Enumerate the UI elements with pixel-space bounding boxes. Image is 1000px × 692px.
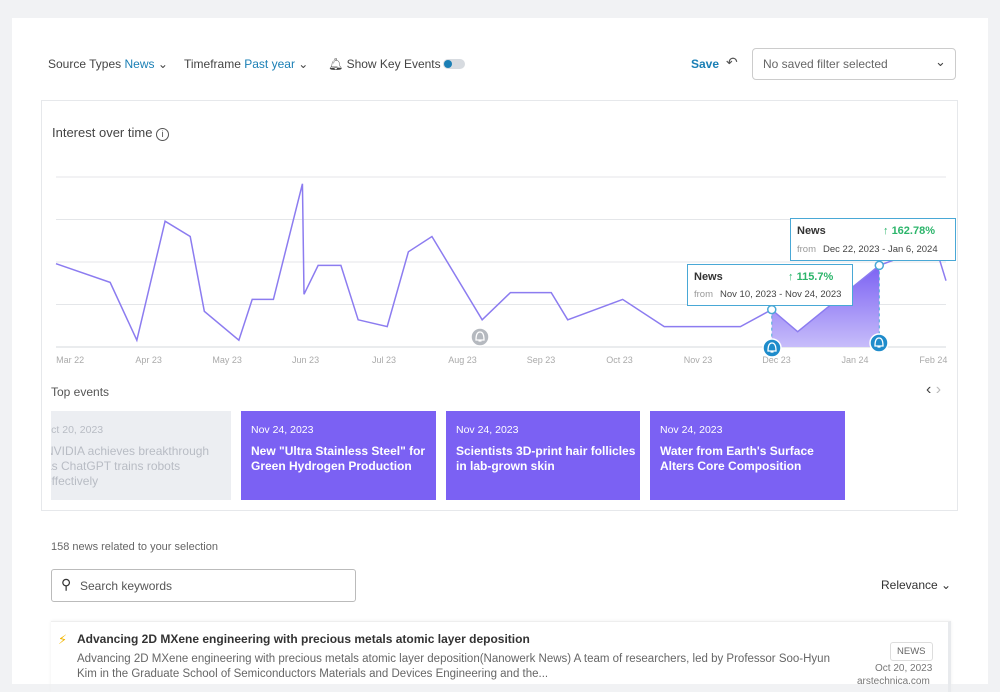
tooltip-series: News [797, 225, 826, 237]
toggle[interactable] [443, 59, 465, 69]
lightning-icon: ⚡︎ [58, 632, 68, 647]
bell-icon [475, 331, 485, 342]
x-tick-label: Dec 23 [762, 355, 791, 365]
event-date: Oct 20, 2023 [51, 424, 104, 436]
result-snippet: Advancing 2D MXene engineering with prec… [77, 653, 830, 680]
label: Show Key Events [346, 57, 441, 71]
tooltip: News ↑ 162.78% from Dec 22, 2023 - Jan 6… [790, 218, 956, 261]
placeholder: Search keywords [80, 579, 173, 593]
point [874, 260, 885, 271]
tooltip-change: ↑ 115.7% [788, 271, 834, 283]
sort-text: Relevance [881, 578, 938, 592]
x-tick-label: Jul 23 [372, 355, 396, 365]
search-box[interactable]: ⚲ Search keywords [51, 569, 356, 602]
range: Dec 22, 2023 - Jan 6, 2024 [823, 244, 938, 255]
x-tick-label: Apr 23 [135, 355, 162, 365]
result-source: arstechnica.com [857, 676, 930, 687]
title-text: Interest over time [52, 125, 153, 140]
tooltip-change: ↑ 162.78% [883, 225, 935, 237]
event-title: NVIDIA achieves breakthrough as ChatGPT … [51, 444, 210, 488]
section-title: Top events [51, 385, 110, 399]
sort-select[interactable]: Relevance ⌄ [881, 578, 952, 592]
undo-icon[interactable]: ↶ [726, 54, 738, 70]
tooltip-series: News [694, 271, 723, 283]
point [767, 304, 777, 315]
x-tick-label: Mar 22 [56, 355, 84, 365]
label: Source Types [48, 57, 122, 71]
x-tick-label: May 23 [212, 355, 242, 365]
result-item[interactable]: ⚡︎ Advancing 2D MXene engineering with p… [51, 621, 951, 692]
from: from [694, 289, 713, 300]
result-count: 158 news related to your selection [51, 541, 218, 553]
range: Nov 10, 2023 - Nov 24, 2023 [720, 289, 842, 300]
event-card[interactable]: Nov 24, 2023 New "Ultra Stainless Steel" … [241, 411, 436, 500]
bell-icon [874, 337, 884, 348]
chart-card [41, 100, 958, 511]
event-bell [762, 338, 782, 358]
event-card[interactable]: Nov 24, 2023 Scientists 3D-print hair fol… [446, 411, 640, 500]
event-card[interactable]: Oct 20, 2023 NVIDIA achieves breakthrough… [51, 411, 231, 500]
event-date: Nov 24, 2023 [251, 424, 314, 436]
result-title: Advancing 2D MXene engineering with prec… [77, 632, 530, 646]
chart-title: Interest over time i [52, 125, 170, 141]
source-filter[interactable]: Source Types News ⌄ [48, 57, 168, 71]
result-date: Oct 20, 2023 [875, 663, 933, 674]
selection-area [771, 265, 880, 347]
change: 162.78% [891, 225, 935, 237]
event-bell [869, 333, 889, 353]
x-tick-label: Jun 23 [292, 355, 319, 365]
x-tick-label: Oct 23 [606, 355, 633, 365]
x-tick-label: Aug 23 [448, 355, 477, 365]
x-tick-label: Jan 24 [841, 355, 868, 365]
search-icon: ⚲ [61, 576, 72, 592]
x-tick-label: Nov 23 [684, 355, 713, 365]
event-date: Nov 24, 2023 [456, 424, 519, 436]
event-title: Water from Earth's Surface Alters Core C… [660, 444, 814, 473]
key-events[interactable]: 🔔︎ Show Key Events [328, 57, 441, 71]
saved-filter-select[interactable]: No saved filter selected ⌄ [752, 48, 956, 80]
x-tick-label: Feb 24 [919, 355, 947, 365]
line [55, 183, 947, 343]
x-tick-label: Sep 23 [527, 355, 556, 365]
result-tag: NEWS [890, 642, 933, 661]
value: Past year [244, 57, 295, 71]
event-title: New "Ultra Stainless Steel" for Green Hy… [251, 444, 426, 473]
event-title: Scientists 3D-print hair follicles in la… [456, 444, 636, 473]
tooltip: News ↑ 115.7% from Nov 10, 2023 - Nov 24… [687, 264, 853, 306]
bell-icon [767, 342, 777, 353]
from: from [797, 244, 816, 255]
chevron: ⌄ [935, 54, 946, 69]
value: News [124, 57, 155, 71]
event-card[interactable]: Nov 24, 2023 Water from Earth's Surface A… [650, 411, 845, 500]
change: 115.7% [796, 271, 834, 283]
panel [12, 18, 988, 684]
select-text: No saved filter selected [763, 57, 888, 71]
label: Timeframe [184, 57, 241, 71]
timeframe-filter[interactable]: Timeframe Past year ⌄ [184, 57, 309, 71]
event-bell [470, 327, 490, 347]
save-button[interactable]: Save [691, 57, 720, 71]
carousel-arrows[interactable]: ‹ › [926, 381, 942, 398]
event-date: Nov 24, 2023 [660, 424, 723, 436]
line-chart: Mar 22 Apr 23 May 23 Jun 23 Jul 23 Aug 23 Sep … [55, 176, 947, 365]
